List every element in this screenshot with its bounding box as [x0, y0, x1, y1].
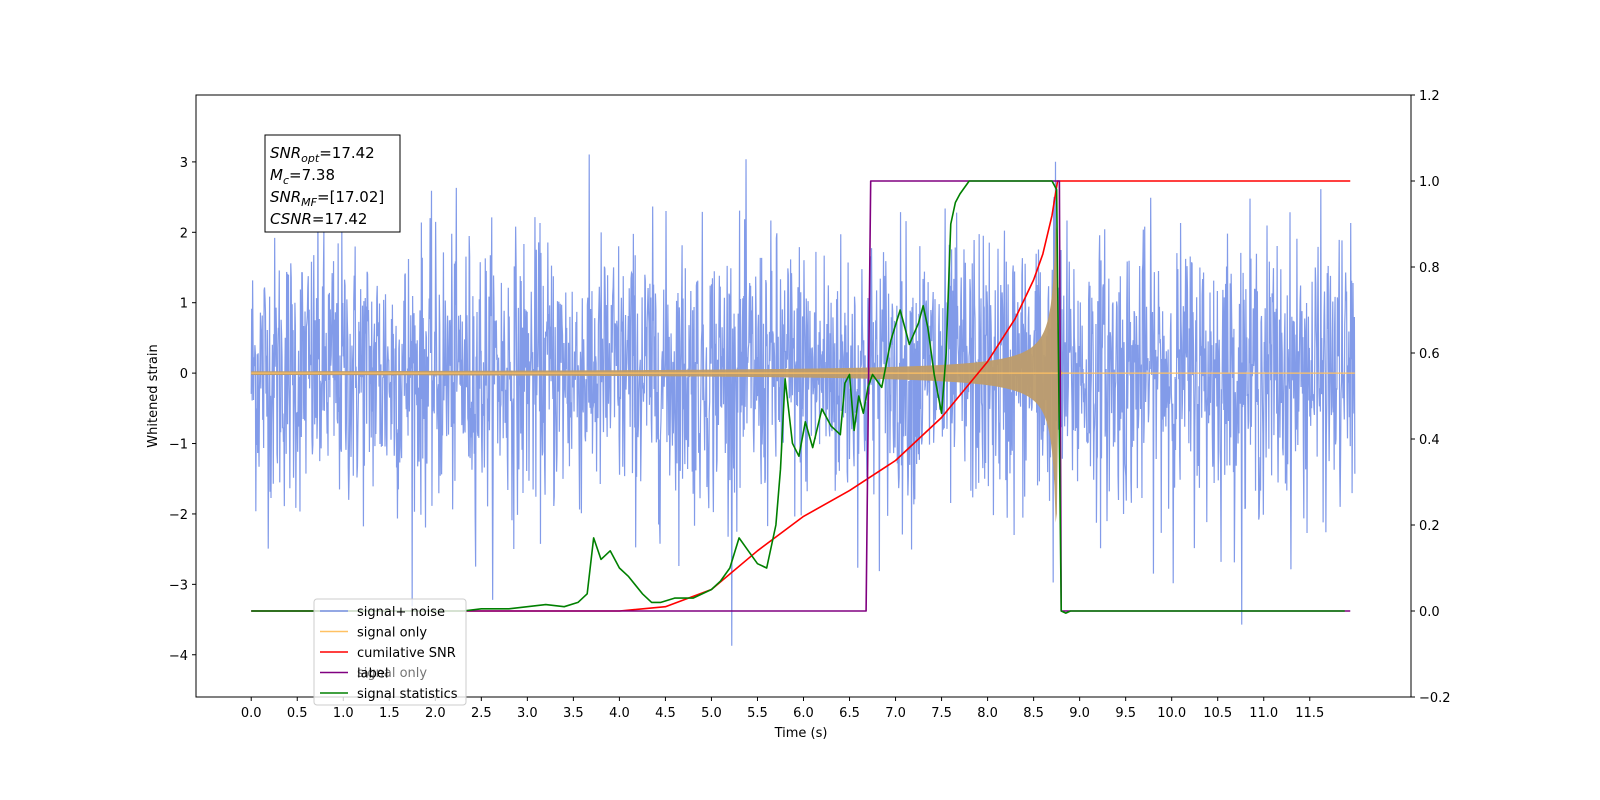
annotation-line: SNRMF=[17.02]	[270, 188, 384, 209]
x-tick-label: 9.0	[1069, 706, 1090, 721]
y-right-tick-label: 1.2	[1419, 89, 1440, 104]
x-tick-label: 7.5	[931, 706, 952, 721]
y-left-tick-label: 1	[180, 297, 188, 312]
y-left-tick-label: −4	[169, 649, 188, 664]
y-axis-left: 3 2 1 0 −1 −2 −3 −4	[169, 156, 196, 664]
y-right-tick-label: 1.0	[1419, 175, 1440, 190]
series-signal-statistics	[251, 180, 1345, 614]
series-layer	[250, 154, 1356, 646]
x-tick-label: 9.5	[1115, 706, 1136, 721]
annotation-value: =[17.02]	[317, 188, 384, 206]
x-tick-label: 4.5	[655, 706, 676, 721]
legend-label: signal+ noise	[357, 605, 445, 620]
annotation-symbol: SNR	[270, 144, 301, 162]
annotation-symbol: M	[270, 166, 283, 184]
x-tick-label: 1.0	[333, 706, 354, 721]
y-right-tick-label: 0.4	[1419, 433, 1440, 448]
stats-annotation: SNRopt=17.42Mc=7.38SNRMF=[17.02]CSNR=17.…	[264, 134, 401, 233]
legend-hidden-text: signal only	[357, 666, 427, 681]
y-left-tick-label: −1	[169, 438, 188, 453]
x-tick-label: 8.5	[1023, 706, 1044, 721]
x-tick-label: 3.0	[517, 706, 538, 721]
y-right-tick-label: 0.6	[1419, 347, 1440, 362]
annotation-line: Mc=7.38	[270, 166, 335, 187]
x-tick-label: 5.0	[701, 706, 722, 721]
x-tick-label: 11.5	[1295, 706, 1324, 721]
y-left-tick-label: −2	[169, 508, 188, 523]
x-axis: 0.0 0.5 1.0 1.5 2.0 2.5 3.0 3.5 4.0 4.5 5.0 5.5 6.0 6…	[241, 697, 1324, 721]
x-tick-label: 11.0	[1249, 706, 1278, 721]
x-tick-label: 0.0	[241, 706, 262, 721]
x-tick-label: 7.0	[885, 706, 906, 721]
legend-label: label	[357, 667, 388, 682]
annotation-line: CSNR=17.42	[270, 210, 367, 228]
annotation-symbol: CSNR	[270, 210, 312, 228]
y-left-tick-label: −3	[169, 578, 188, 593]
legend-label: cumilative SNR	[357, 646, 456, 661]
x-tick-label: 2.0	[425, 706, 446, 721]
annotation-value: =17.42	[319, 144, 375, 162]
x-tick-label: 6.0	[793, 706, 814, 721]
x-axis-label: Time (s)	[774, 726, 828, 741]
legend-box	[313, 598, 467, 706]
annotation-subscript: opt	[301, 152, 320, 165]
x-tick-label: 5.5	[747, 706, 768, 721]
y-axis-right: 1.2 1.0 0.8 0.6 0.4 0.2 0.0 −0.2	[1411, 89, 1451, 706]
legend: signal only signal+ noise signal only cumil…	[313, 598, 467, 706]
annotation-subscript: c	[283, 174, 289, 187]
x-tick-label: 3.5	[563, 706, 584, 721]
y-right-tick-label: 0.2	[1419, 519, 1440, 534]
x-tick-label: 1.5	[379, 706, 400, 721]
series-cumulative-snr	[251, 180, 1351, 612]
annotation-box	[264, 134, 401, 233]
annotation-subscript: MF	[301, 196, 317, 209]
y-right-tick-label: 0.8	[1419, 261, 1440, 276]
x-tick-label: 2.5	[471, 706, 492, 721]
y-left-tick-label: 2	[180, 226, 188, 241]
annotation-line: SNRopt=17.42	[270, 144, 375, 165]
x-tick-label: 8.0	[977, 706, 998, 721]
legend-label: signal statistics	[357, 687, 458, 702]
x-tick-label: 10.0	[1157, 706, 1186, 721]
annotation-value: =17.42	[312, 210, 368, 228]
x-tick-label: 10.5	[1203, 706, 1232, 721]
series-signal-noise	[250, 154, 1356, 646]
y-right-tick-label: 0.0	[1419, 605, 1440, 620]
y-right-tick-label: −0.2	[1419, 691, 1451, 706]
x-tick-label: 6.5	[839, 706, 860, 721]
y-axis-label: Whitened strain	[146, 344, 161, 447]
legend-label: signal only	[357, 626, 427, 641]
annotation-symbol: SNR	[270, 188, 301, 206]
y-left-tick-label: 0	[180, 367, 188, 382]
y-left-tick-label: 3	[180, 156, 188, 171]
annotation-value: =7.38	[289, 166, 335, 184]
x-tick-label: 4.0	[609, 706, 630, 721]
x-tick-label: 0.5	[287, 706, 308, 721]
